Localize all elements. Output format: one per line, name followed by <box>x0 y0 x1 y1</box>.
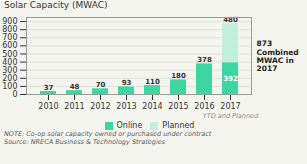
svg-text:700: 700 <box>2 33 17 42</box>
svg-text:2014: 2014 <box>142 102 162 111</box>
html-text:Planned: Planned <box>162 121 195 130</box>
svg-text:93: 93 <box>122 79 132 87</box>
svg-text:2010: 2010 <box>38 102 58 111</box>
svg-text:70: 70 <box>96 81 106 89</box>
svg-text:2017: 2017 <box>220 102 240 111</box>
svg-text:0: 0 <box>12 90 17 99</box>
svg-text:800: 800 <box>2 25 17 34</box>
svg-text:37: 37 <box>44 84 54 92</box>
html-text:NOTE: Co-op solar capacity own: NOTE: Co-op solar capacity owned or purc… <box>4 130 212 138</box>
svg-text:873CombinedMWAC in2017: 873CombinedMWAC in2017 <box>257 39 299 73</box>
svg-text:2015: 2015 <box>168 102 188 111</box>
svg-text:2012: 2012 <box>90 102 110 111</box>
html-text:Online: Online <box>116 121 143 130</box>
svg-text:600: 600 <box>2 41 17 50</box>
svg-text:100: 100 <box>2 82 17 91</box>
svg-text:200: 200 <box>2 74 17 83</box>
svg-text:300: 300 <box>2 66 17 75</box>
svg-text:YTD and Planned: YTD and Planned <box>203 112 259 120</box>
html-text:Source: NRECA Business & Techn: Source: NRECA Business & Technology Stra… <box>4 138 166 146</box>
svg-text:500: 500 <box>2 50 17 59</box>
svg-text:400: 400 <box>2 58 17 67</box>
html-text:Solar Capacity (MWAC): Solar Capacity (MWAC) <box>4 0 108 10</box>
svg-text:2011: 2011 <box>64 102 84 111</box>
svg-text:480: 480 <box>223 15 238 24</box>
svg-text:2013: 2013 <box>116 102 136 111</box>
svg-text:900: 900 <box>2 17 17 26</box>
svg-text:2016: 2016 <box>194 102 214 111</box>
svg-text:110: 110 <box>145 78 160 86</box>
svg-text:180: 180 <box>171 72 186 80</box>
svg-text:48: 48 <box>70 83 80 91</box>
svg-text:378: 378 <box>197 56 212 64</box>
svg-text:392: 392 <box>223 75 238 83</box>
